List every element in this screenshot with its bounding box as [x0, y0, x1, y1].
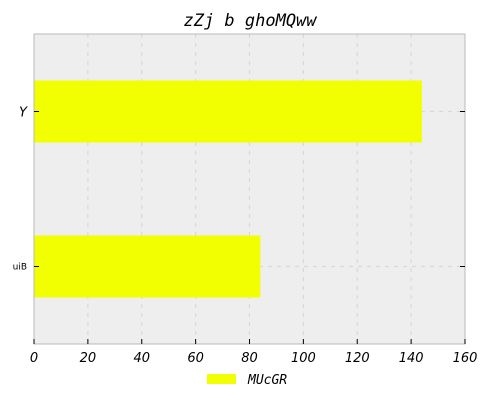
bar [34, 235, 261, 298]
x-tick-label: 60 [187, 351, 204, 366]
bars [34, 80, 422, 298]
x-tick-label: 120 [345, 351, 370, 366]
x-tick-label: 0 [30, 351, 38, 366]
y-tick-label: Y [19, 106, 28, 121]
y-tick-label: uiB [13, 263, 27, 273]
x-tick-label: 80 [241, 351, 258, 366]
legend: MUcGR [207, 373, 287, 388]
bar [34, 80, 422, 143]
x-tick-label: 100 [291, 351, 316, 366]
x-tick-label: 20 [80, 351, 97, 366]
chart-title: zZj b ghoMQww [183, 11, 317, 31]
x-tick-label: 40 [133, 351, 150, 366]
legend-swatch [207, 374, 236, 384]
x-tick-label: 160 [453, 351, 478, 366]
x-axis-ticks: 0 20 40 60 80 100 120 140 160 [30, 339, 478, 366]
grid-lines [34, 34, 465, 344]
x-tick-label: 140 [399, 351, 424, 366]
legend-label: MUcGR [247, 373, 287, 388]
